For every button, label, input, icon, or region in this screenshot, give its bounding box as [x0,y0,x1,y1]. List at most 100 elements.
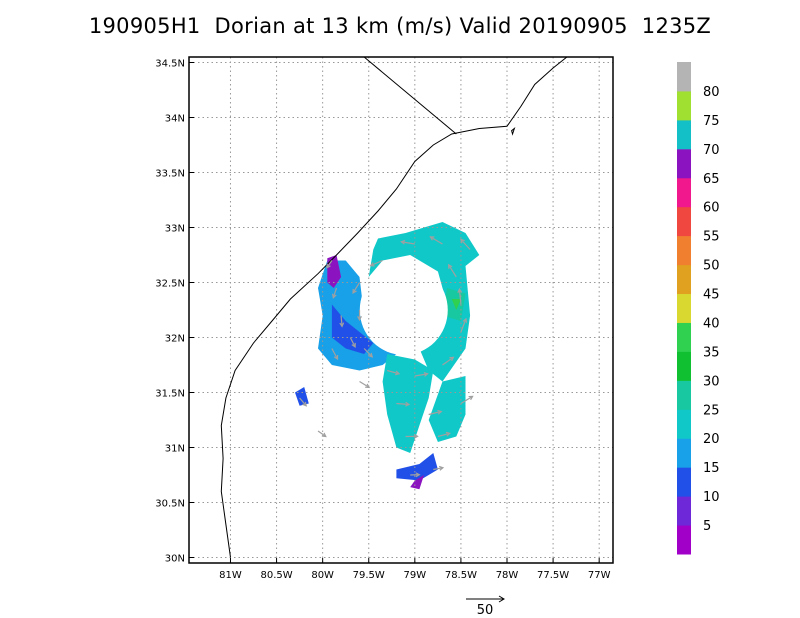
colorbar-swatch [677,467,691,497]
wind-vector [460,395,473,405]
wind-vector-head [365,383,371,389]
reference-label: 50 [477,603,494,618]
x-tick-label: 80.5W [260,570,292,581]
colorbar-label: 20 [703,432,720,447]
wind-vector [401,241,415,245]
x-tick-label: 78W [496,570,519,581]
x-tick-label: 79W [404,570,427,581]
y-tick-label: 33.5N [155,169,185,180]
coastline-line [220,57,568,558]
wind-vector-head [447,263,453,269]
wind-vector-head [413,433,419,439]
y-tick-label: 31.5N [155,389,185,400]
wind-vector [332,287,338,298]
colorbar: 5 10 15 20 25 30 35 40 45 50 55 60 65 70 75 80 [677,62,720,555]
axis-ticks: 81W 80.5W 80W 79.5W 79W 78.5W 78W 77.5W 77W 30N 30… [155,59,610,582]
speed-region [410,475,424,490]
x-tick-label: 77W [588,570,611,581]
colorbar-swatch [677,62,691,92]
wind-vector [458,289,462,305]
x-tick-label: 80W [311,570,334,581]
speed-region [396,453,438,481]
colorbar-swatch [677,496,691,526]
y-tick-label: 30.5N [155,499,185,510]
wind-vector [414,373,428,377]
wind-vector-head [415,472,421,478]
wind-vector [363,348,373,358]
wind-vector [396,402,410,406]
colorbar-label: 50 [703,259,720,274]
speed-region [327,255,342,288]
wind-vector-head [437,409,443,415]
wind-vector-head [457,287,463,294]
wind-vector [359,380,370,388]
colorbar-swatch [677,90,691,121]
wind-vector-head [429,236,435,241]
wind-vector-head [331,293,337,299]
wind-vector [437,432,450,438]
wind-vector-head [351,342,356,348]
wind-vector-head [460,238,465,244]
colorbar-swatch [677,525,691,555]
x-tick-label: 78.5W [445,570,477,581]
colorbar-swatch [677,438,691,468]
grid-lines [189,57,613,563]
colorbar-label: 65 [703,172,720,187]
plot-frame [188,56,614,564]
colorbar-label: 40 [703,316,720,331]
speed-region [295,387,309,406]
coastline [220,57,568,558]
speed-region [451,299,461,310]
wind-vector-head [302,401,307,407]
wind-vector [352,282,361,294]
wind-vector-head [400,239,406,245]
y-tick-label: 31N [165,444,185,455]
wind-vector [442,356,454,366]
speed-region [368,222,480,382]
wind-vector [370,259,383,267]
wind-vector-head [368,352,374,358]
reference-arrow-head [498,595,505,603]
wind-vector [331,348,339,360]
reference-vector: 50 [466,595,505,618]
x-tick-label: 79.5W [353,570,385,581]
wind-vector-head [438,465,445,471]
y-tick-label: 30N [165,554,185,565]
colorbar-label: 55 [703,230,720,245]
colorbar-swatch [677,235,691,266]
state-border [363,57,457,135]
wind-vector [387,369,400,375]
wind-vector [428,410,442,416]
speed-region [428,376,466,442]
wind-vector [326,260,333,269]
colorbar-swatch [677,264,691,295]
colorbar-label: 80 [703,85,720,100]
colorbar-label: 25 [703,403,720,418]
colorbar-swatch [677,322,691,352]
wind-vector-head [369,262,375,267]
colorbar-label: 75 [703,114,720,129]
colorbar-swatch [677,206,691,237]
wind-vector [349,337,356,348]
colorbar-swatch [677,409,691,439]
wind-vectors [299,236,474,478]
wind-vector-head [468,395,474,401]
island [511,127,516,136]
wind-vector-head [449,356,455,362]
wind-vector [460,318,467,333]
colorbar-label: 60 [703,201,720,216]
y-tick-label: 32N [165,334,185,345]
wind-vector [340,315,343,327]
wind-vector-head [357,316,362,322]
wind-vector-head [405,401,411,407]
wind-vector [317,430,327,437]
y-tick-label: 34.5N [155,59,185,70]
x-tick-label: 77.5W [537,570,569,581]
y-tick-label: 34N [165,114,185,125]
colorbar-swatch [677,148,691,179]
colorbar-label: 45 [703,288,720,303]
chart-title: 190905H1 Dorian at 13 km (m/s) Valid 201… [88,14,712,38]
wind-vector-head [339,322,345,328]
y-tick-label: 32.5N [155,279,185,290]
